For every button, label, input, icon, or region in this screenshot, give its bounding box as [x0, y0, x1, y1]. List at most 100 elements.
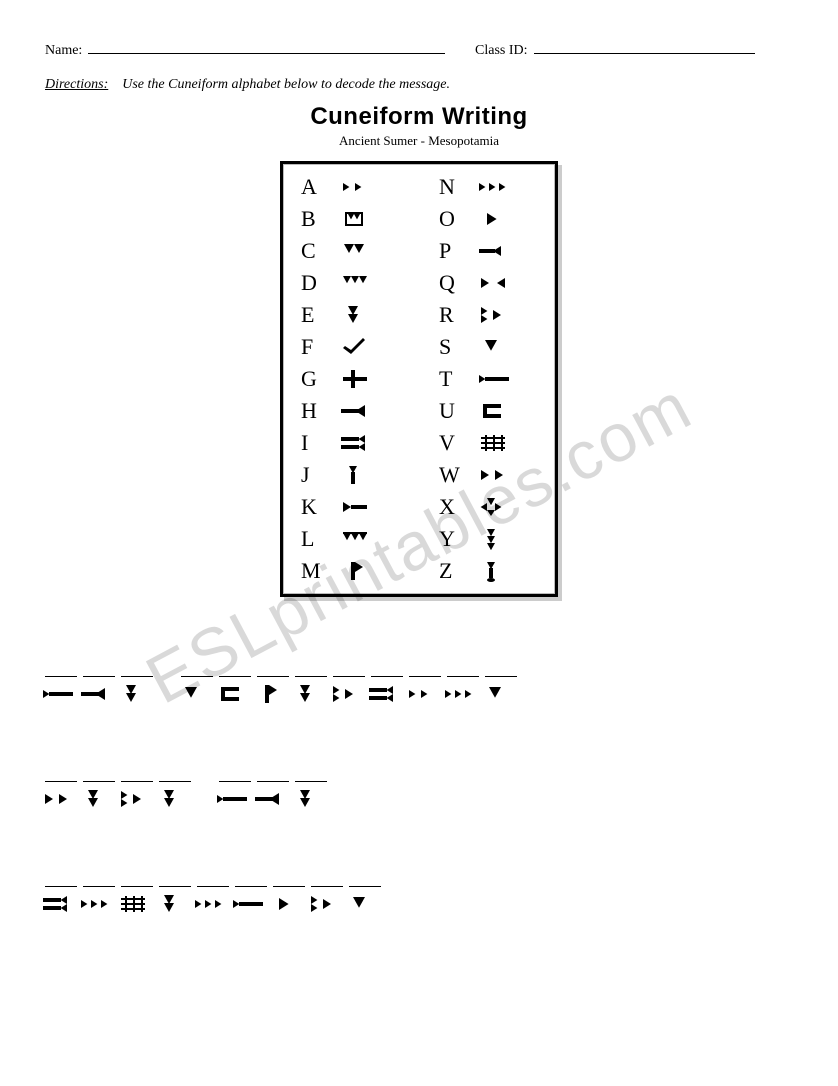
cuneiform-glyph-icon: [117, 891, 157, 917]
cuneiform-glyph-icon: [477, 367, 537, 391]
answer-blank[interactable]: [295, 657, 327, 677]
decode-slot[interactable]: [333, 657, 365, 707]
cuneiform-glyph-icon: [41, 681, 81, 707]
cuneiform-glyph-icon: [367, 681, 407, 707]
cuneiform-glyph-icon: [339, 559, 399, 583]
answer-blank[interactable]: [83, 867, 115, 887]
decode-slot[interactable]: [45, 762, 77, 812]
name-input-line[interactable]: [88, 40, 445, 54]
cuneiform-glyph-icon: [339, 431, 399, 455]
decode-slot[interactable]: [485, 657, 517, 707]
answer-blank[interactable]: [197, 867, 229, 887]
decode-line: [45, 657, 793, 707]
answer-blank[interactable]: [447, 657, 479, 677]
cuneiform-glyph-icon: [477, 175, 537, 199]
chart-letter: P: [439, 238, 463, 264]
answer-blank[interactable]: [295, 762, 327, 782]
decode-slot[interactable]: [121, 657, 153, 707]
cuneiform-glyph-icon: [339, 175, 399, 199]
answer-blank[interactable]: [45, 657, 77, 677]
decode-slot[interactable]: [181, 657, 213, 707]
decode-slot[interactable]: [295, 657, 327, 707]
answer-blank[interactable]: [409, 657, 441, 677]
chart-letter: J: [301, 462, 325, 488]
cuneiform-glyph-icon: [345, 891, 385, 917]
answer-blank[interactable]: [45, 867, 77, 887]
answer-blank[interactable]: [485, 657, 517, 677]
answer-blank[interactable]: [181, 657, 213, 677]
chart-column-right: NOPQRSTUVWXYZ: [439, 174, 537, 584]
decode-slot[interactable]: [159, 867, 191, 917]
answer-blank[interactable]: [121, 657, 153, 677]
answer-blank[interactable]: [121, 762, 153, 782]
cuneiform-glyph-icon: [41, 786, 81, 812]
class-field[interactable]: Class ID:: [475, 40, 755, 59]
answer-blank[interactable]: [333, 657, 365, 677]
answer-blank[interactable]: [371, 657, 403, 677]
answer-blank[interactable]: [257, 657, 289, 677]
decode-slot[interactable]: [257, 762, 289, 812]
decode-slot[interactable]: [121, 867, 153, 917]
answer-blank[interactable]: [121, 867, 153, 887]
cuneiform-glyph-icon: [477, 271, 537, 295]
cuneiform-glyph-icon: [231, 891, 271, 917]
decode-slot[interactable]: [273, 867, 305, 917]
decode-slot[interactable]: [83, 867, 115, 917]
chart-letter: Z: [439, 558, 463, 584]
answer-blank[interactable]: [235, 867, 267, 887]
decode-slot[interactable]: [83, 657, 115, 707]
decode-slot[interactable]: [45, 867, 77, 917]
decode-slot[interactable]: [447, 657, 479, 707]
decode-slot[interactable]: [45, 657, 77, 707]
cuneiform-glyph-icon: [291, 786, 331, 812]
decode-slot[interactable]: [83, 762, 115, 812]
decode-slot[interactable]: [159, 762, 191, 812]
answer-blank[interactable]: [349, 867, 381, 887]
answer-blank[interactable]: [83, 657, 115, 677]
answer-blank[interactable]: [219, 762, 251, 782]
answer-blank[interactable]: [273, 867, 305, 887]
answer-blank[interactable]: [83, 762, 115, 782]
answer-blank[interactable]: [45, 762, 77, 782]
answer-blank[interactable]: [159, 867, 191, 887]
answer-blank[interactable]: [159, 762, 191, 782]
decode-word: [45, 657, 153, 707]
cuneiform-glyph-icon: [41, 891, 81, 917]
cuneiform-glyph-icon: [339, 207, 399, 231]
chart-letter: H: [301, 398, 325, 424]
decode-slot[interactable]: [219, 657, 251, 707]
decode-slot[interactable]: [349, 867, 381, 917]
decode-slot[interactable]: [295, 762, 327, 812]
cuneiform-glyph-icon: [477, 559, 537, 583]
decode-slot[interactable]: [219, 762, 251, 812]
decode-slot[interactable]: [235, 867, 267, 917]
decode-word: [181, 657, 517, 707]
name-field[interactable]: Name:: [45, 40, 445, 59]
class-input-line[interactable]: [534, 40, 756, 54]
answer-blank[interactable]: [219, 657, 251, 677]
decode-slot[interactable]: [409, 657, 441, 707]
cuneiform-glyph-icon: [477, 431, 537, 455]
page-title: Cuneiform Writing: [45, 103, 793, 131]
page-subtitle: Ancient Sumer - Mesopotamia: [45, 133, 793, 149]
cuneiform-glyph-icon: [339, 399, 399, 423]
decode-slot[interactable]: [197, 867, 229, 917]
chart-letter: Q: [439, 270, 463, 296]
header-fields: Name: Class ID:: [45, 40, 793, 59]
cuneiform-glyph-icon: [339, 495, 399, 519]
decode-slot[interactable]: [311, 867, 343, 917]
cuneiform-glyph-icon: [477, 495, 537, 519]
chart-letter: S: [439, 334, 463, 360]
cuneiform-glyph-icon: [253, 786, 293, 812]
chart-letter: N: [439, 174, 463, 200]
answer-blank[interactable]: [311, 867, 343, 887]
decode-word: [45, 867, 381, 917]
cuneiform-glyph-icon: [477, 463, 537, 487]
chart-letter: A: [301, 174, 325, 200]
decode-slot[interactable]: [371, 657, 403, 707]
cuneiform-glyph-icon: [117, 786, 157, 812]
answer-blank[interactable]: [257, 762, 289, 782]
decode-slot[interactable]: [121, 762, 153, 812]
decode-slot[interactable]: [257, 657, 289, 707]
chart-letter: V: [439, 430, 463, 456]
